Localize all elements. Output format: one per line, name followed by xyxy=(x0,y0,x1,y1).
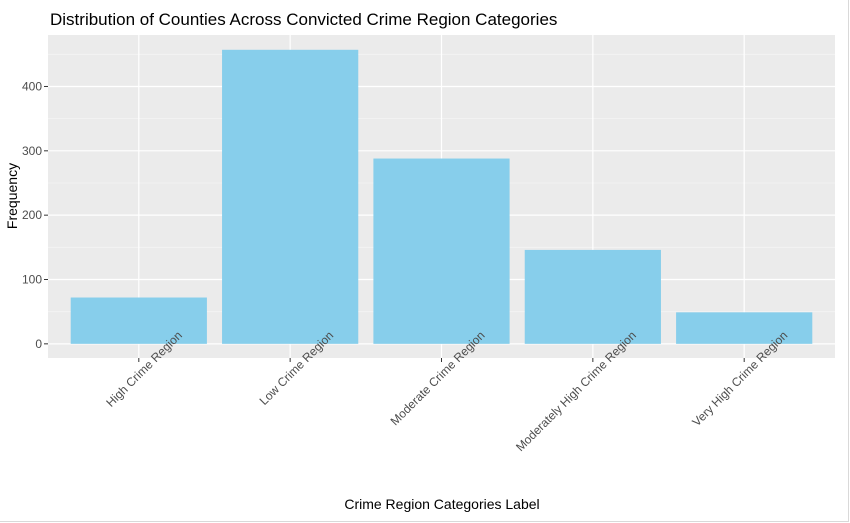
y-tick-label: 400 xyxy=(22,79,42,93)
y-axis-label: Frequency xyxy=(4,163,20,229)
bar xyxy=(222,49,359,344)
bars xyxy=(70,49,813,344)
y-axis-ticks: 0 100 200 300 400 xyxy=(22,79,48,351)
bar xyxy=(373,158,510,344)
y-tick-label: 100 xyxy=(22,273,42,287)
bar xyxy=(524,249,661,344)
x-axis-label: Crime Region Categories Label xyxy=(344,496,539,512)
bar xyxy=(70,297,207,344)
y-tick-label: 300 xyxy=(22,144,42,158)
y-tick-label: 0 xyxy=(35,337,42,351)
chart-title: Distribution of Counties Across Convicte… xyxy=(50,10,557,29)
y-tick-label: 200 xyxy=(22,208,42,222)
bar xyxy=(676,312,813,344)
